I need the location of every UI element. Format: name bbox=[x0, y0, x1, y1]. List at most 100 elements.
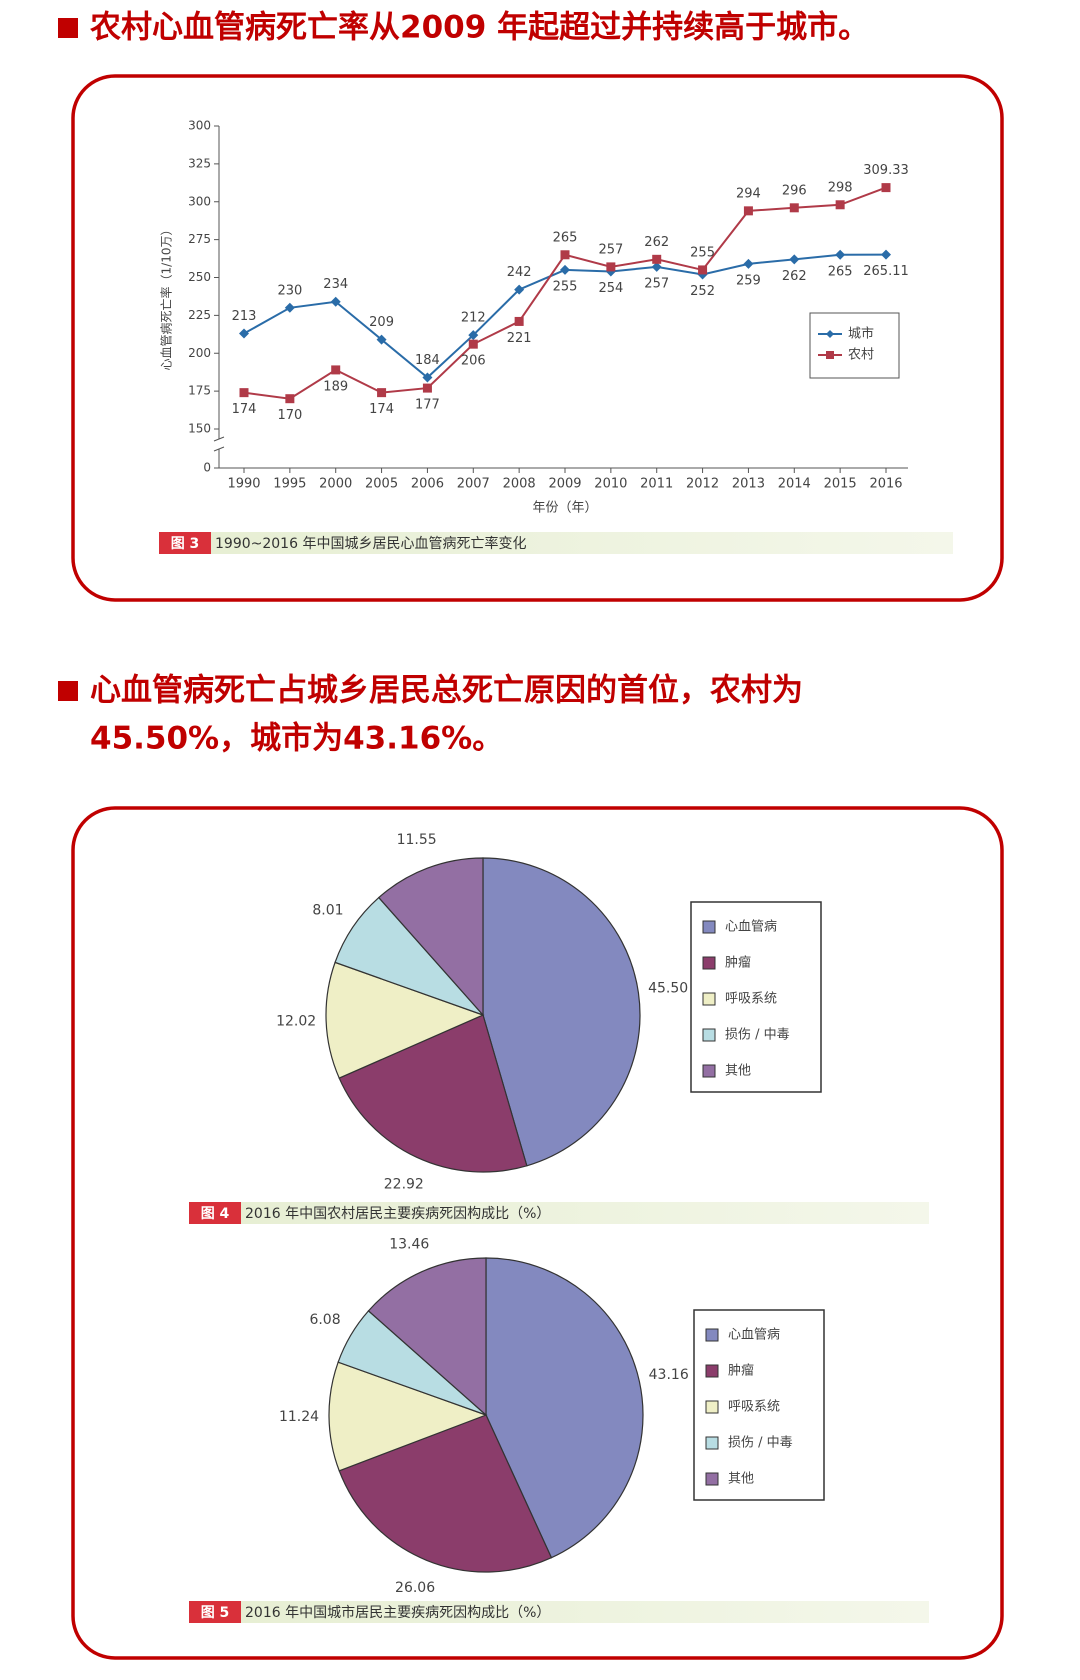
y-tick-label: 150 bbox=[188, 422, 211, 436]
y-tick-label: 250 bbox=[188, 270, 211, 284]
x-tick-label: 2011 bbox=[640, 477, 673, 492]
caption: 2016 年中国农村居民主要疾病死因构成比（%） bbox=[245, 1206, 550, 1222]
data-label: 259 bbox=[736, 273, 761, 288]
data-label: 309.33 bbox=[863, 163, 909, 178]
x-tick-label: 2013 bbox=[732, 477, 765, 492]
data-label: 170 bbox=[277, 408, 302, 423]
x-tick-label: 2005 bbox=[365, 477, 398, 492]
x-tick-label: 2016 bbox=[869, 477, 902, 492]
x-tick-label: 2007 bbox=[457, 477, 490, 492]
data-label: 298 bbox=[828, 180, 853, 195]
data-label: 257 bbox=[598, 242, 623, 257]
data-label: 254 bbox=[598, 281, 623, 296]
point bbox=[376, 334, 387, 345]
legend-box bbox=[809, 312, 900, 379]
legend-swatch bbox=[705, 1400, 719, 1414]
y-tick-label: 0 bbox=[203, 461, 211, 475]
legend-label: 肿瘤 bbox=[725, 955, 751, 971]
data-label: 206 bbox=[461, 354, 486, 369]
data-label: 13.46 bbox=[389, 1236, 429, 1252]
y-tick-label: 300 bbox=[188, 119, 211, 133]
data-label: 230 bbox=[277, 283, 302, 298]
y-axis-title: 心血管病死亡率（1/10万） bbox=[159, 224, 174, 371]
point bbox=[239, 328, 249, 339]
data-label: 174 bbox=[232, 402, 257, 417]
point bbox=[560, 264, 570, 275]
point bbox=[835, 249, 846, 260]
data-label: 252 bbox=[690, 284, 715, 299]
data-label: 184 bbox=[415, 353, 440, 368]
legend-label: 城市 bbox=[848, 326, 874, 342]
point bbox=[514, 316, 524, 326]
legend-swatch bbox=[705, 1472, 719, 1486]
caption: 1990~2016 年中国城乡居民心血管病死亡率变化 bbox=[215, 535, 526, 552]
heading: 农村心血管病死亡率从2009 年起超过并持续高于城市。 bbox=[90, 10, 869, 46]
data-label: 11.24 bbox=[279, 1409, 319, 1425]
pie-slice bbox=[367, 1257, 487, 1417]
legend-label: 其他 bbox=[728, 1472, 754, 1487]
caption-tag-bg bbox=[159, 532, 211, 554]
data-label: 262 bbox=[644, 235, 669, 250]
bullet bbox=[58, 18, 78, 38]
point bbox=[698, 265, 708, 275]
x-tick-label: 2014 bbox=[778, 477, 811, 492]
legend-swatch bbox=[702, 1028, 716, 1042]
data-label: 43.16 bbox=[649, 1367, 689, 1383]
pie-slice bbox=[325, 961, 485, 1079]
data-label: 45.50 bbox=[648, 981, 688, 997]
legend-swatch bbox=[705, 1364, 719, 1378]
point bbox=[331, 365, 341, 375]
legend-label: 呼吸系统 bbox=[725, 992, 777, 1007]
legend-label: 呼吸系统 bbox=[728, 1400, 780, 1415]
point bbox=[881, 183, 891, 193]
y-tick-label: 200 bbox=[188, 346, 211, 360]
point bbox=[468, 330, 479, 341]
data-label: 265 bbox=[553, 230, 578, 245]
data-label: 212 bbox=[461, 311, 486, 326]
data-label: 234 bbox=[323, 277, 348, 292]
point bbox=[881, 249, 891, 260]
data-label: 213 bbox=[232, 309, 257, 324]
point bbox=[285, 394, 295, 404]
caption-tag-bg bbox=[189, 1601, 241, 1623]
data-label: 255 bbox=[553, 279, 578, 294]
point bbox=[606, 262, 616, 272]
bullet bbox=[58, 681, 78, 701]
caption-bg bbox=[159, 532, 953, 554]
pie-slice bbox=[328, 1361, 488, 1472]
legend-swatch bbox=[702, 1064, 716, 1078]
caption-tag-bg bbox=[189, 1202, 241, 1224]
x-tick-label: 2000 bbox=[319, 477, 352, 492]
data-label: 255 bbox=[690, 245, 715, 260]
point bbox=[651, 261, 662, 272]
caption-tag: 图 5 bbox=[201, 1605, 230, 1621]
point bbox=[422, 372, 433, 383]
legend-swatch bbox=[702, 992, 716, 1006]
y-tick-label: 325 bbox=[188, 156, 211, 170]
data-label: 265 bbox=[828, 264, 853, 279]
data-label: 11.55 bbox=[397, 832, 437, 848]
point bbox=[468, 339, 478, 349]
point bbox=[514, 284, 525, 295]
legend-label: 其他 bbox=[725, 1064, 751, 1079]
data-label: 209 bbox=[369, 315, 394, 330]
x-tick-label: 1990 bbox=[227, 477, 260, 492]
legend-swatch bbox=[702, 920, 716, 934]
data-label: 6.08 bbox=[309, 1312, 340, 1328]
legend-marker bbox=[826, 330, 834, 338]
caption-bg bbox=[189, 1202, 929, 1224]
point bbox=[743, 206, 753, 216]
legend-label: 损伤 / 中毒 bbox=[725, 1028, 790, 1043]
axis-break bbox=[213, 436, 225, 452]
caption-bg bbox=[189, 1601, 929, 1623]
pie-slice bbox=[482, 857, 641, 1167]
y-tick-label: 300 bbox=[188, 194, 211, 208]
y-tick-label: 225 bbox=[188, 308, 211, 322]
pie-slice bbox=[485, 1257, 644, 1559]
legend-marker bbox=[826, 351, 834, 359]
caption: 2016 年中国城市居民主要疾病死因构成比（%） bbox=[245, 1604, 550, 1621]
x-tick-label: 1995 bbox=[273, 477, 306, 492]
data-label: 221 bbox=[507, 331, 532, 346]
data-label: 8.01 bbox=[312, 902, 343, 918]
legend-swatch bbox=[705, 1328, 719, 1342]
